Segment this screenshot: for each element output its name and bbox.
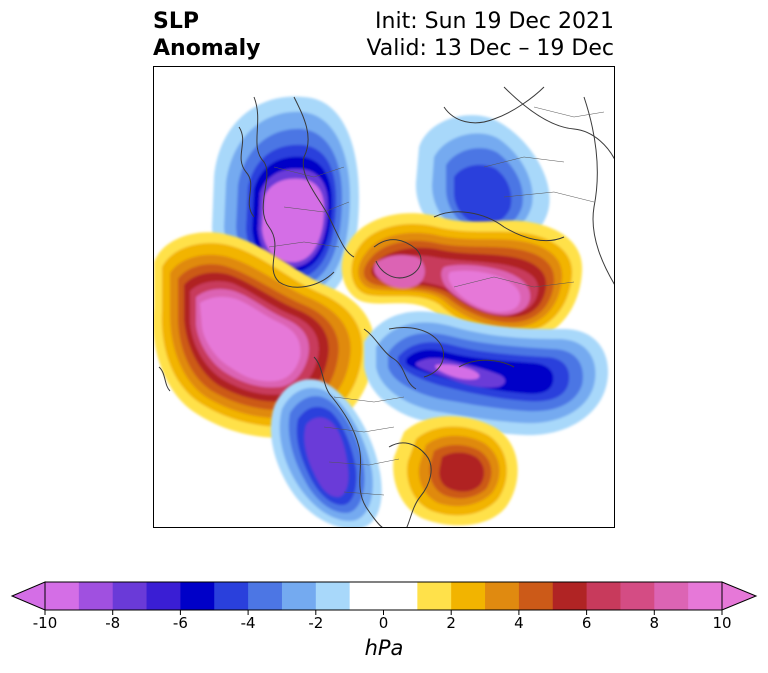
colorbar-swatch (383, 582, 418, 610)
colorbar-swatch (349, 582, 384, 610)
colorbar-swatch (281, 582, 317, 610)
negative-anomaly-europe (212, 96, 359, 309)
negative-anomaly-greenland (415, 115, 550, 253)
colorbar-swatch (654, 582, 689, 610)
colorbar-swatch (620, 582, 655, 610)
colorbar-swatch (518, 582, 554, 610)
colorbar (0, 575, 768, 665)
colorbar-swatch (214, 582, 249, 610)
colorbar-swatch (586, 582, 621, 610)
colorbar-tick-label: 8 (649, 614, 660, 632)
colorbar-tick-label: -10 (32, 614, 58, 632)
colorbar-swatch (180, 582, 215, 610)
colorbar-tick-label: -8 (105, 614, 121, 632)
colorbar-tick-label: 2 (446, 614, 456, 632)
colorbar-tick-label: -2 (308, 614, 324, 632)
title-line-2: Anomaly (153, 36, 261, 61)
colorbar-tick-label: -4 (240, 614, 256, 632)
colorbar-tick-label: 6 (581, 614, 592, 632)
map-svg (154, 67, 614, 527)
colorbar-swatch (78, 582, 114, 610)
colorbar-swatch (315, 582, 351, 610)
colorbar-tick-label: 10 (712, 614, 732, 632)
colorbar-swatch (417, 582, 452, 610)
colorbar-swatch (112, 582, 148, 610)
colorbar-swatch (45, 582, 80, 610)
positive-anomaly-atlantic (393, 416, 518, 526)
colorbar-svg (10, 581, 758, 615)
colorbar-units: hPa (364, 636, 404, 660)
valid-period: Init: Sun 19 Dec 2021 Valid: 13 Dec – 19… (366, 8, 614, 62)
colorbar-swatch (552, 582, 588, 610)
colorbar-swatch (485, 582, 520, 610)
init-date: Init: Sun 19 Dec 2021 (375, 9, 614, 34)
colorbar-tick-label: 0 (378, 614, 389, 632)
negative-anomaly-aleutians (364, 311, 609, 436)
colorbar-swatch (146, 582, 181, 610)
coastlines (158, 86, 614, 527)
colorbar-tick-label: -6 (172, 614, 188, 632)
colorbar-tick-label: 4 (514, 614, 524, 632)
colorbar-extend-min (10, 581, 46, 611)
colorbar-extend-max (721, 581, 758, 611)
colorbar-swatch (451, 582, 486, 610)
valid-date-range: Valid: 13 Dec – 19 Dec (366, 36, 614, 61)
country-borders (268, 106, 605, 496)
title-line-1: SLP (153, 9, 199, 34)
negative-anomaly-western-us (270, 379, 382, 527)
positive-anomaly-arctic (341, 213, 583, 343)
anomaly-map (153, 66, 615, 528)
colorbar-swatch (688, 582, 723, 610)
colorbar-swatch (248, 582, 283, 610)
map-title: SLP Anomaly (153, 8, 260, 62)
